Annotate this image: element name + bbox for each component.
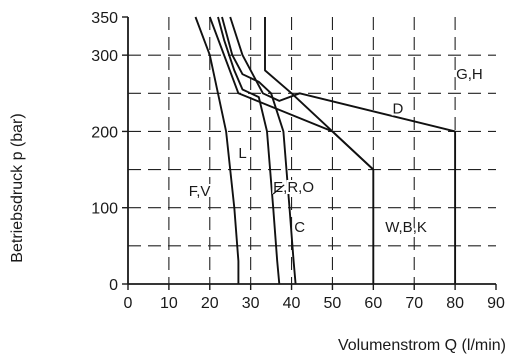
x-tick-label: 40 <box>283 295 301 312</box>
curve-labels: G,H D L F,V E,R,O C W,B,K <box>187 64 485 238</box>
curve-label: D <box>392 101 403 118</box>
curve-label: G,H <box>456 66 483 83</box>
x-axis-label: Volumenstrom Q (l/min) <box>338 337 506 354</box>
curve-label: C <box>294 219 305 236</box>
series-line-fv <box>194 16 240 284</box>
x-tick-label: 90 <box>487 295 505 312</box>
plot-frame <box>122 16 497 290</box>
x-tick-label: 20 <box>201 295 219 312</box>
series-lines <box>194 16 457 285</box>
x-tick-label: 30 <box>242 295 260 312</box>
x-tick-label: 80 <box>446 295 464 312</box>
series-line-d <box>229 16 456 133</box>
series-line-ero <box>221 16 297 285</box>
curve-label: E,R,O <box>273 179 314 196</box>
series-line-l <box>217 16 281 285</box>
x-tick-label: 60 <box>364 295 382 312</box>
x-tick-label: 10 <box>160 295 178 312</box>
y-tick-label: 300 <box>91 48 118 65</box>
y-tick-label: 200 <box>91 124 118 141</box>
y-tick-label: 100 <box>91 201 118 218</box>
grid <box>128 17 496 284</box>
tick-labels: 0 10 20 30 40 50 60 70 80 90 0 100 200 300 350 <box>91 10 505 312</box>
label-leader-line <box>272 184 285 195</box>
y-tick-label: 0 <box>109 277 118 294</box>
x-tick-label: 70 <box>405 295 423 312</box>
x-tick-label: 50 <box>324 295 342 312</box>
y-axis-label: Betriebsdruck p (bar) <box>9 113 26 262</box>
x-tick-label: 0 <box>124 295 133 312</box>
curve-label: F,V <box>189 183 211 200</box>
y-tick-label: 350 <box>91 10 118 27</box>
curve-label: W,B,K <box>385 219 427 236</box>
series-line-wbk <box>264 17 374 171</box>
curve-label: L <box>238 145 246 162</box>
